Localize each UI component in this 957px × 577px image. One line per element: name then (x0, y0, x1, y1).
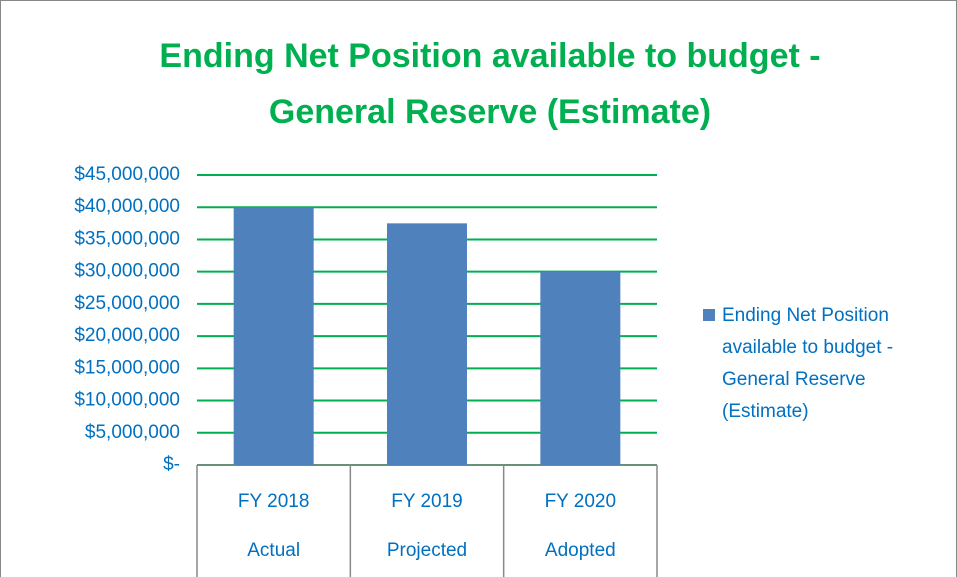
x-tick-label: FY 2020 (545, 491, 616, 512)
x-tick-label: FY 2018 (238, 491, 309, 512)
x-subcategory-label: Adopted (545, 540, 616, 561)
y-tick-label: $25,000,000 (74, 293, 180, 314)
y-tick-label: $40,000,000 (74, 196, 180, 217)
y-tick-label: $30,000,000 (74, 261, 180, 282)
x-subcategory-label: Actual (247, 540, 300, 561)
legend: Ending Net Position available to budget … (698, 300, 938, 428)
chart-title: Ending Net Position available to budget … (159, 37, 821, 131)
x-subcategory-label: Projected (387, 540, 467, 561)
bar (387, 223, 467, 465)
legend-label: Ending Net Position available to budget … (722, 305, 894, 422)
y-tick-label: $15,000,000 (74, 357, 180, 378)
y-tick-label: $35,000,000 (74, 228, 180, 249)
legend-swatch (703, 309, 715, 321)
bar (233, 207, 314, 465)
y-tick-label: $10,000,000 (74, 390, 180, 411)
x-tick-label: FY 2019 (391, 491, 462, 512)
y-tick-label: $- (163, 454, 180, 475)
y-tick-label: $45,000,000 (74, 164, 180, 185)
y-tick-label: $20,000,000 (74, 325, 180, 346)
y-tick-label: $5,000,000 (85, 422, 180, 443)
bar (540, 271, 621, 465)
